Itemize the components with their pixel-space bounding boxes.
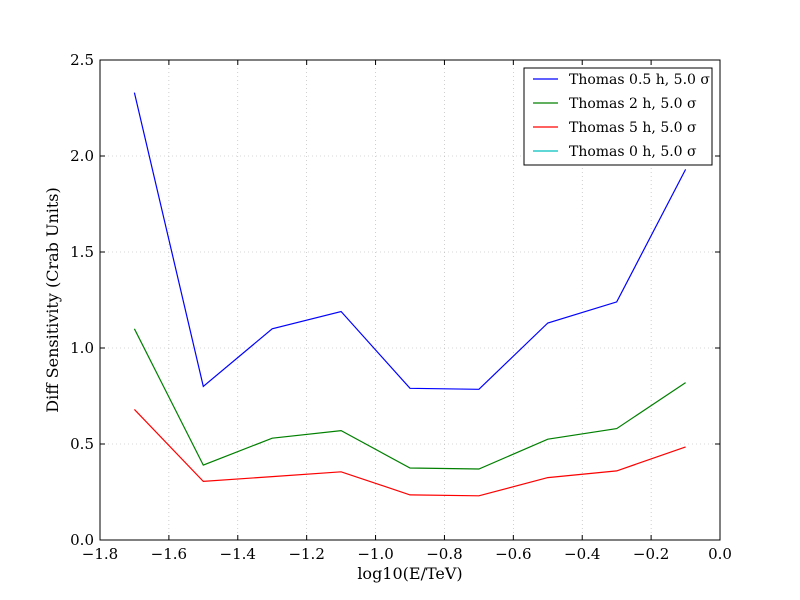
x-tick-label: −1.8	[82, 545, 118, 563]
series-line-2	[133, 408, 686, 497]
x-tick-label: −1.0	[357, 545, 393, 563]
legend-label-1: Thomas 2 h, 5.0 σ	[569, 96, 697, 112]
legend-label-3: Thomas 0 h, 5.0 σ	[569, 144, 697, 160]
x-tick-label: −1.2	[288, 545, 324, 563]
x-axis-label: log10(E/TeV)	[357, 564, 462, 583]
series-line-1	[133, 328, 686, 470]
y-axis-label: Diff Sensitivity (Crab Units)	[43, 187, 62, 413]
y-tick-label: 0.5	[70, 435, 94, 453]
x-tick-label: −1.6	[151, 545, 187, 563]
series-lines	[133, 92, 687, 497]
legend: Thomas 0.5 h, 5.0 σ Thomas 2 h, 5.0 σ Thom…	[523, 67, 713, 166]
legend-box	[523, 67, 713, 166]
tick-labels: −1.8 −1.6 −1.4 −1.2 −1.0 −0.8 −0.6 −0.4 −0.2 0.0 0…	[70, 51, 732, 563]
series-line-0	[133, 92, 687, 390]
y-tick-label: 2.5	[70, 51, 94, 69]
plot-frame	[99, 59, 721, 541]
legend-label-2: Thomas 5 h, 5.0 σ	[569, 120, 697, 136]
x-tick-label: −0.2	[633, 545, 669, 563]
y-tick-label: 1.5	[70, 243, 94, 261]
axis-ticks	[99, 59, 721, 541]
y-tick-label: 0.0	[70, 531, 94, 549]
x-tick-label: −0.4	[564, 545, 600, 563]
x-tick-label: 0.0	[708, 545, 732, 563]
x-tick-label: −0.8	[426, 545, 462, 563]
x-tick-label: −0.6	[495, 545, 531, 563]
x-tick-label: −1.4	[220, 545, 256, 563]
y-tick-label: 1.0	[70, 339, 94, 357]
legend-label-0: Thomas 0.5 h, 5.0 σ	[569, 72, 710, 88]
y-tick-label: 2.0	[70, 147, 94, 165]
